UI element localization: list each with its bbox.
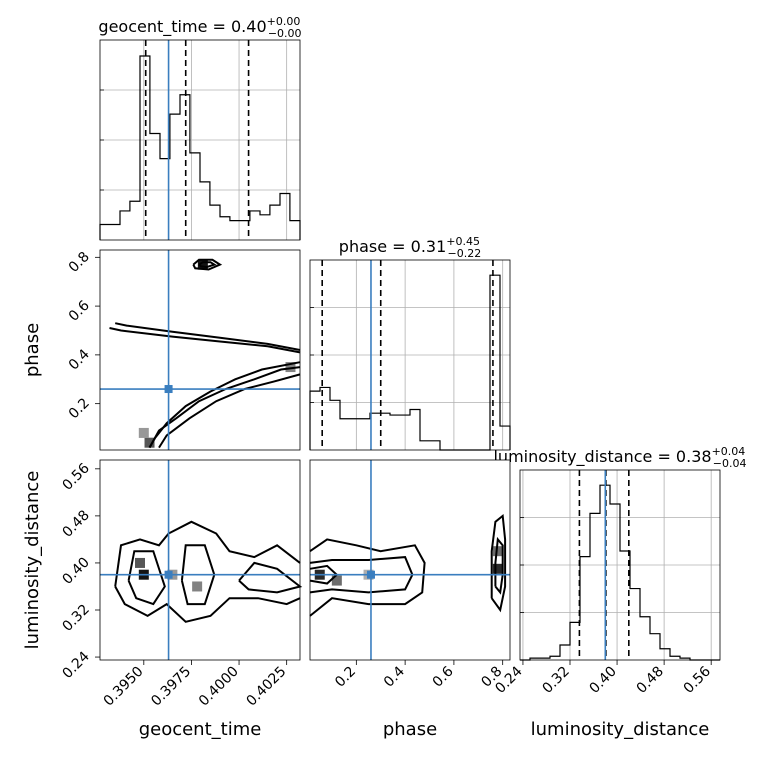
hist-frame (99, 39, 301, 241)
density-cell (138, 427, 149, 438)
y-tick-label-phase: 0.6 (66, 298, 93, 325)
hist-panel-phase: phase = 0.31+0.45 −0.22 (309, 235, 511, 451)
density-cell (144, 437, 155, 448)
contour-line (114, 322, 301, 351)
x-tick-label-geocent_time: 0.3975 (148, 664, 194, 710)
hist-panel-geocent_time: geocent_time = 0.40+0.00 −0.00 (98, 15, 302, 241)
contour-line (114, 586, 301, 623)
contour-line (148, 366, 301, 449)
contour-line (158, 373, 301, 449)
pair-frame (99, 459, 301, 661)
pair-panel-phase-luminosity_distance (309, 459, 511, 661)
contour-line (109, 327, 301, 354)
y-axis-label-luminosity_distance: luminosity_distance (22, 471, 43, 650)
y-tick-label-phase: 0.4 (66, 346, 93, 373)
density-cell (197, 259, 208, 270)
pair-background (100, 250, 300, 450)
x-axis-label-phase: phase (383, 719, 437, 740)
truth-marker (366, 570, 375, 579)
x-tick-label-luminosity_distance: 0.56 (681, 663, 714, 696)
truth-marker (164, 570, 173, 579)
y-tick-label-phase: 0.2 (66, 395, 93, 422)
pair-panel-geocent_time-luminosity_distance (99, 459, 303, 661)
title-phase: phase = 0.31+0.45 −0.22 (339, 235, 481, 260)
density-cell (492, 546, 503, 557)
y-tick-label-phase: 0.8 (66, 249, 93, 276)
pair-background (100, 460, 300, 660)
x-tick-label-luminosity_distance: 0.32 (539, 664, 572, 697)
x-tick-label-geocent_time: 0.3950 (101, 664, 147, 710)
y-tick-label-luminosity_distance: 0.48 (59, 507, 92, 540)
x-tick-label-phase: 0.4 (381, 663, 408, 690)
x-tick-label-phase: 0.6 (430, 663, 457, 690)
hist-panel-luminosity_distance: luminosity_distance = 0.38+0.04 −0.04 (493, 445, 747, 661)
contour-line (127, 550, 166, 606)
contour-line (198, 261, 217, 269)
x-tick-label-luminosity_distance: 0.40 (587, 664, 620, 697)
density-cell (192, 581, 203, 592)
y-tick-label-luminosity_distance: 0.56 (59, 460, 92, 493)
y-axis-label-phase: phase (22, 323, 43, 377)
x-axis-label-luminosity_distance: luminosity_distance (531, 719, 710, 740)
title-geocent_time: geocent_time = 0.40+0.00 −0.00 (98, 15, 301, 40)
x-tick-label-geocent_time: 0.4025 (244, 664, 290, 710)
contour-line (309, 538, 426, 617)
density-cell (135, 557, 145, 568)
density-cell (285, 362, 296, 373)
y-tick-label-luminosity_distance: 0.24 (59, 649, 92, 682)
truth-marker (164, 385, 173, 394)
title-luminosity_distance: luminosity_distance = 0.38+0.04 −0.04 (493, 445, 746, 470)
pair-frame (309, 459, 511, 661)
hist-frame (309, 259, 511, 451)
histogram-geocent_time (99, 55, 301, 240)
x-axis-label-geocent_time: geocent_time (139, 719, 262, 740)
histogram-luminosity_distance (520, 484, 720, 661)
contour-line (192, 258, 223, 271)
pair-panel-geocent_time-phase (99, 249, 301, 451)
contour-line (490, 513, 507, 613)
x-tick-label-phase: 0.2 (332, 664, 359, 691)
density-cell (331, 575, 342, 586)
hist-frame (519, 469, 721, 661)
x-tick-label-luminosity_distance: 0.48 (634, 664, 667, 697)
pair-frame (99, 249, 301, 451)
contour-line (114, 520, 301, 587)
contour-line (494, 536, 504, 595)
y-tick-label-luminosity_distance: 0.32 (59, 602, 92, 635)
y-tick-label-luminosity_distance: 0.40 (59, 554, 92, 587)
density-cell (492, 563, 503, 574)
x-tick-label-geocent_time: 0.4000 (196, 664, 242, 710)
